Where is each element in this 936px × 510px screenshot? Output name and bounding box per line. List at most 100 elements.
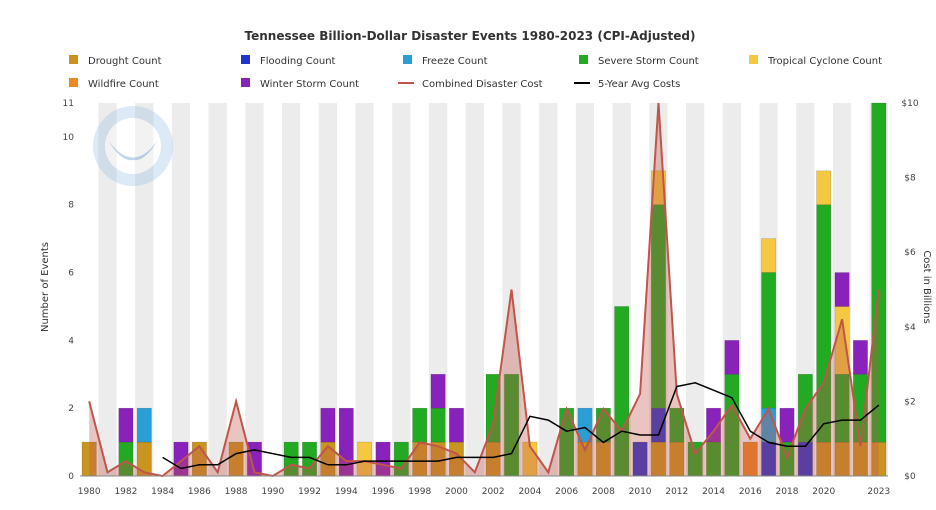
bar-segment — [412, 407, 428, 443]
legend-swatch — [69, 55, 78, 64]
bar-segment — [834, 306, 850, 375]
background-band — [373, 103, 393, 476]
bar-segment — [816, 204, 832, 443]
x-tick-label: 2020 — [812, 487, 835, 497]
background-band — [355, 103, 374, 476]
legend-label: Drought Count — [88, 56, 162, 67]
background-band — [226, 103, 246, 476]
bar-segment — [724, 340, 740, 375]
background-band — [190, 103, 209, 476]
bar-segment — [651, 204, 666, 409]
legend-swatch — [241, 78, 250, 87]
y2-tick-label: $6 — [904, 248, 916, 258]
x-tick-label: 2008 — [592, 487, 615, 497]
background-band — [520, 103, 540, 476]
x-tick-label: 1990 — [261, 487, 284, 497]
background-band — [80, 103, 99, 476]
x-tick-label: 1992 — [298, 487, 321, 497]
legend-label: Winter Storm Count — [260, 79, 359, 90]
y2-tick-label: $10 — [901, 99, 918, 109]
background-band — [777, 103, 797, 476]
bar-segment — [761, 238, 777, 273]
x-tick-label: 2012 — [665, 487, 688, 497]
x-tick-label: 2006 — [555, 487, 578, 497]
y2-tick-label: $8 — [904, 174, 916, 184]
bar-segment — [577, 407, 593, 443]
y2-axis-label: Cost in Billions — [921, 250, 932, 323]
x-tick-label: 1986 — [188, 487, 211, 497]
background-band — [741, 103, 760, 476]
bar-segment — [430, 374, 446, 409]
bar-segment — [871, 102, 887, 443]
legend-label: Flooding Count — [260, 56, 336, 67]
cost-area — [89, 103, 879, 476]
x-tick-label: 2023 — [867, 487, 890, 497]
bar-segment — [669, 407, 685, 443]
bar-segment — [118, 407, 134, 443]
background-band — [208, 103, 227, 476]
background-band — [630, 103, 650, 476]
legend-swatch — [749, 55, 758, 64]
x-tick-label: 2002 — [482, 487, 505, 497]
legend-label: Wildfire Count — [88, 79, 159, 90]
background-band — [318, 103, 338, 476]
bar-series — [81, 102, 887, 477]
background-band — [153, 103, 172, 476]
legend-label: Tropical Cyclone Count — [767, 56, 882, 67]
y-axis-label: Number of Events — [40, 242, 51, 332]
y-tick-label: 4 — [68, 336, 74, 346]
x-tick-label: 1980 — [78, 487, 101, 497]
background-band — [539, 103, 558, 476]
x-tick-label: 2018 — [776, 487, 799, 497]
y-tick-label: 2 — [68, 404, 74, 414]
x-tick-label: 2016 — [739, 487, 762, 497]
background-band — [686, 103, 705, 476]
x-tick-label: 2014 — [702, 487, 725, 497]
x-tick-label: 2004 — [518, 487, 541, 497]
y-tick-label: 6 — [68, 269, 74, 279]
x-tick-label: 1984 — [151, 487, 174, 497]
x-tick-label: 1982 — [114, 487, 137, 497]
background-band — [171, 103, 191, 476]
y-tick-label: 0 — [68, 472, 74, 482]
five-year-avg-line — [162, 382, 880, 470]
bar-segment — [834, 272, 850, 307]
background-band — [300, 103, 319, 476]
background-band — [98, 103, 117, 476]
bar-segment — [651, 170, 666, 205]
background-band — [575, 103, 595, 476]
bar-segment — [816, 170, 832, 205]
background-band — [116, 103, 136, 476]
bar-segment — [761, 272, 777, 409]
background-band — [245, 103, 264, 476]
combined-cost-line — [88, 102, 880, 478]
legend-label: 5-Year Avg Costs — [598, 79, 680, 90]
bar-segment — [430, 407, 446, 443]
x-tick-label: 1988 — [225, 487, 248, 497]
bar-segment — [853, 340, 868, 375]
y2-tick-label: $0 — [904, 472, 916, 482]
x-tick-label: 1996 — [372, 487, 395, 497]
y2-tick-label: $2 — [904, 397, 915, 407]
legend-swatch — [69, 78, 78, 87]
background-band — [594, 103, 613, 476]
y-tick-label: 8 — [68, 201, 74, 211]
x-tick-label: 1998 — [408, 487, 431, 497]
bar-segment — [320, 407, 336, 443]
bar-segment — [136, 407, 152, 443]
bar-segment — [706, 407, 721, 443]
background-band — [465, 103, 484, 476]
background-band — [282, 103, 301, 476]
y-tick-label: 11 — [63, 99, 74, 109]
legend-label: Combined Disaster Cost — [422, 79, 543, 90]
background-band — [410, 103, 429, 476]
x-tick-label: 2010 — [629, 487, 652, 497]
background-band — [135, 103, 154, 476]
background-band — [704, 103, 723, 476]
cost-lines — [88, 102, 880, 478]
legend-label: Severe Storm Count — [598, 56, 699, 67]
chart-title: Tennessee Billion-Dollar Disaster Events… — [245, 29, 696, 43]
background-band — [557, 103, 576, 476]
